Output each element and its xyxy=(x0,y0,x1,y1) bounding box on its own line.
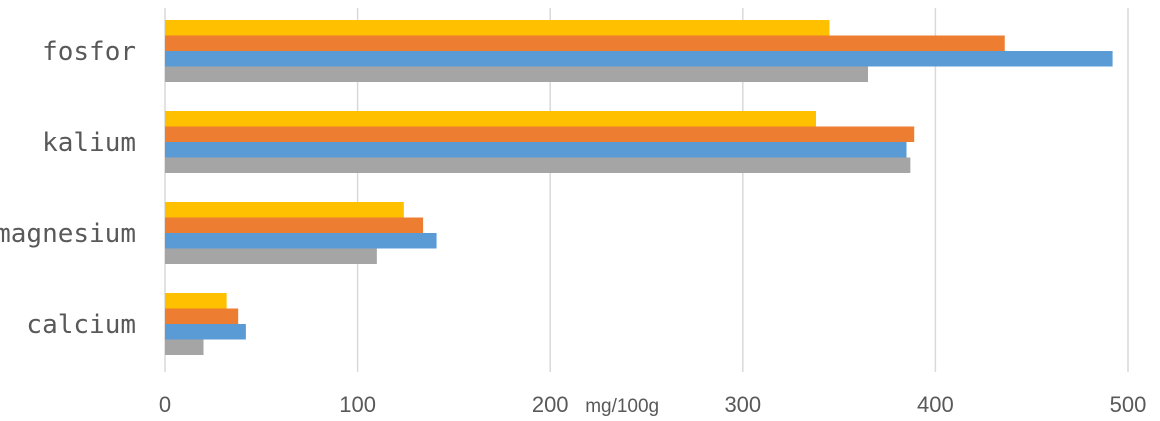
bar-kalium-series-1 xyxy=(165,111,816,127)
bar-calcium-series-3 xyxy=(165,324,246,340)
bar-magnesium-series-2 xyxy=(165,217,424,233)
x-axis-unit-label: mg/100g xyxy=(585,396,659,417)
bar-fosfor-series-2 xyxy=(165,35,1005,51)
bar-kalium-series-4 xyxy=(165,157,911,173)
bar-fosfor-series-3 xyxy=(165,51,1113,67)
x-tick-labels: 0 100 200 300 400 500 xyxy=(159,392,1146,417)
bar-magnesium-series-3 xyxy=(165,233,437,249)
bar-magnesium-series-1 xyxy=(165,202,404,218)
bar-calcium-series-4 xyxy=(165,339,204,355)
x-tick-label-200: 200 xyxy=(532,392,569,417)
category-label-magnesium: magnesium xyxy=(0,219,136,249)
category-label-calcium: calcium xyxy=(26,310,136,340)
bar-calcium-series-2 xyxy=(165,308,239,324)
x-tick-label-100: 100 xyxy=(339,392,376,417)
x-tick-label-500: 500 xyxy=(1110,392,1147,417)
category-label-kalium: kalium xyxy=(42,128,136,158)
x-tick-label-0: 0 xyxy=(159,392,171,417)
bar-kalium-series-3 xyxy=(165,142,907,158)
category-labels: fosfor kalium magnesium calcium xyxy=(0,37,136,340)
bars xyxy=(165,20,1113,355)
category-label-fosfor: fosfor xyxy=(42,37,136,67)
bar-kalium-series-2 xyxy=(165,126,915,142)
x-tick-label-400: 400 xyxy=(917,392,954,417)
bar-calcium-series-1 xyxy=(165,293,227,309)
x-tick-label-300: 300 xyxy=(724,392,761,417)
bar-magnesium-series-4 xyxy=(165,248,377,264)
bar-fosfor-series-4 xyxy=(165,66,868,82)
bar-fosfor-series-1 xyxy=(165,20,830,36)
